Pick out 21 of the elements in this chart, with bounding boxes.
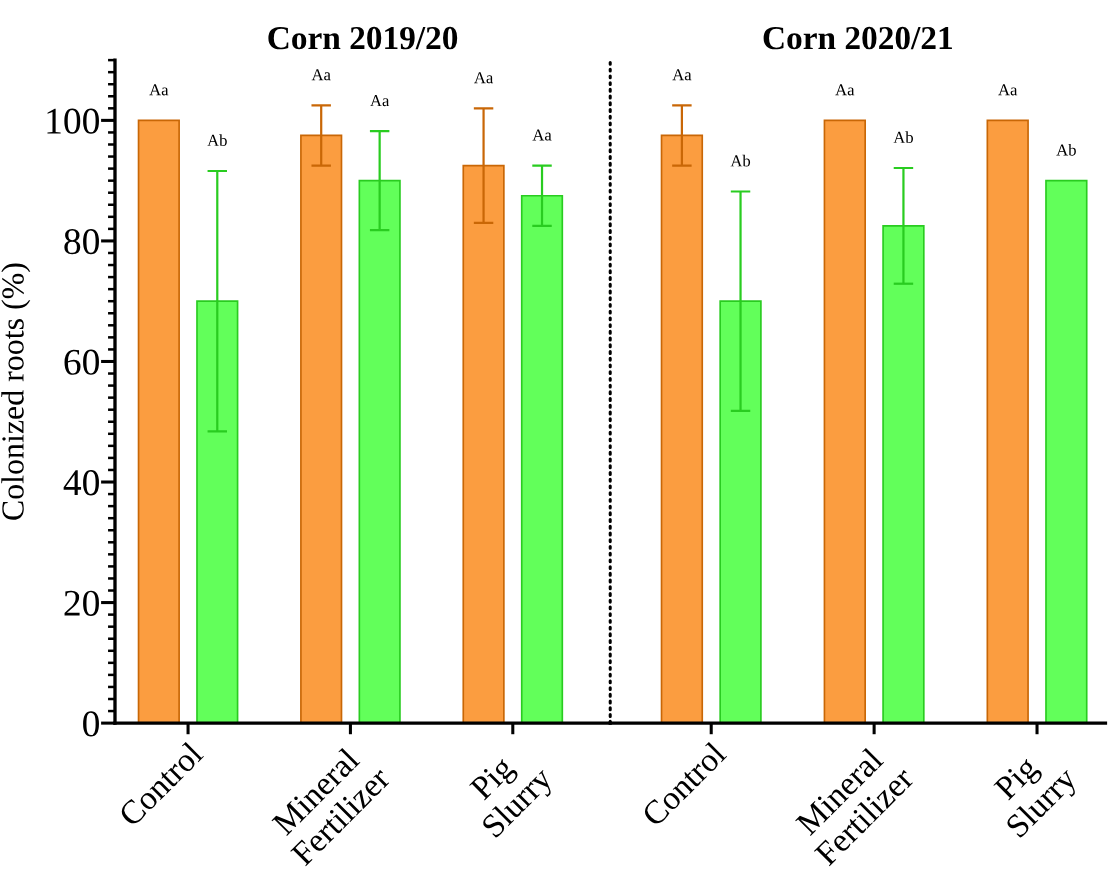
annotation: Aa — [835, 84, 855, 96]
annotation: Ab — [207, 134, 227, 147]
y-axis-title: Colonized roots (%) — [1, 263, 31, 520]
annotation: Aa — [370, 95, 390, 107]
annotation: Aa — [672, 69, 692, 81]
y-tick-label: 80 — [64, 229, 99, 255]
y-tick-label: 0 — [83, 711, 99, 737]
chart-title: Corn 2019/20 — [268, 26, 458, 50]
annotation: Aa — [532, 129, 552, 141]
annotation: Ab — [893, 131, 913, 144]
y-tick-label: 40 — [63, 470, 99, 496]
y-tick-label: 20 — [64, 590, 99, 616]
chart-title: Corn 2020/21 — [763, 26, 952, 50]
annotation: Aa — [311, 69, 331, 81]
annotation: Ab — [730, 154, 751, 167]
y-tick-label: 60 — [64, 349, 99, 375]
annotation: Aa — [149, 84, 169, 96]
y-tick-label: 100 — [47, 108, 99, 134]
annotation: Aa — [998, 84, 1018, 96]
annotation: Aa — [474, 72, 494, 84]
annotation: Ab — [1056, 143, 1076, 156]
